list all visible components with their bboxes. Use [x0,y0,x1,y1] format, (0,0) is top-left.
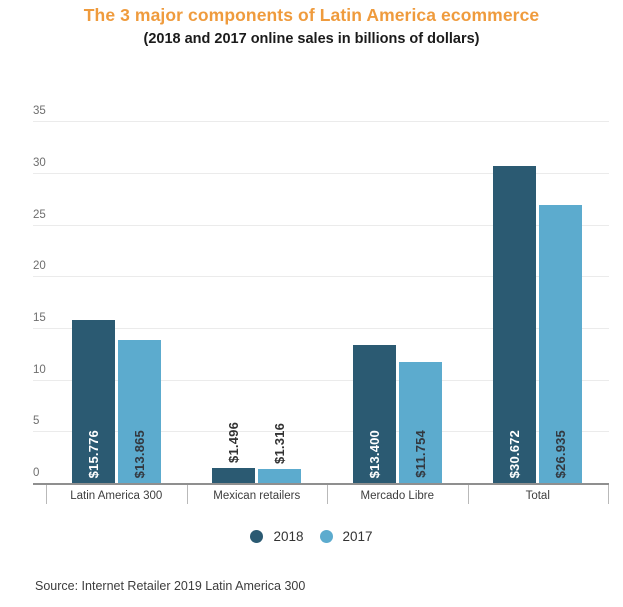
y-tick-label-30: 30 [33,157,46,170]
x-category-label-latin-america-300: Latin America 300 [70,490,163,502]
chart-title: The 3 major components of Latin America … [83,5,540,25]
gridline-35 [33,121,609,123]
y-tick-label-10: 10 [33,363,46,376]
bar-2017-latin-america-300: $13.865 [117,339,161,483]
bar-value-label-2017-total: $26.935 [553,429,569,478]
gridline-20 [33,276,609,278]
y-tick-label-20: 20 [33,260,46,273]
legend-label-2017: 2017 [342,529,373,544]
gridline-15 [33,328,609,330]
gridline-30 [33,173,609,175]
gridline-5 [33,431,609,433]
legend-marker-2017 [319,530,333,543]
y-tick-label-35: 35 [33,105,46,118]
bar-value-label-2017-mercado-libre: $11.754 [412,430,428,478]
bar-value-label-2018-mercado-libre: $13.400 [366,429,382,478]
bar-2018-mercado-libre: $13.400 [352,344,396,483]
y-tick-label-0: 0 [33,467,40,479]
x-category-label-mercado-libre: Mercado Libre [360,490,434,502]
x-axis-tick [467,485,469,504]
y-tick-label-25: 25 [33,208,46,221]
bar-value-label-2018-mexican-retailers: $1.496 [226,421,242,463]
chart-subtitle: (2018 and 2017 online sales in billions … [143,31,480,47]
y-tick-label-5: 5 [33,415,40,428]
x-axis-tick [186,485,188,504]
source-note: Source: Internet Retailer 2019 Latin Ame… [35,579,306,593]
gridline-25 [33,224,609,226]
x-category-label-total: Total [525,490,550,502]
bar-value-label-2018-total: $30.672 [507,429,523,478]
x-axis-tick [327,485,328,504]
bar-2018-latin-america-300: $15.776 [71,320,115,483]
x-axis-line [33,483,609,485]
legend-marker-2018 [250,530,264,543]
gridline-10 [33,379,609,381]
bar-value-label-wrap: $1.316 [238,423,321,464]
legend-label-2018: 2018 [273,529,304,544]
bar-value-label-2017-mexican-retailers: $1.316 [272,423,288,465]
x-axis-tick [46,485,47,504]
bar-value-label-wrap: $1.496 [192,422,275,463]
bar-value-label-2017-latin-america-300: $13.865 [131,429,147,478]
bar-2017-mercado-libre: $11.754 [398,361,442,483]
x-category-label-mexican-retailers: Mexican retailers [213,490,301,502]
legend-item-2018: 2018 [250,529,304,544]
bar-value-label-2018-latin-america-300: $15.776 [85,429,101,478]
legend: 2018 2017 [0,529,623,544]
bar-2017-mexican-retailers: $1.316 [258,423,302,483]
bar-2018-total: $30.672 [493,166,537,483]
x-axis-tick [608,485,609,504]
y-tick-label-15: 15 [33,312,46,325]
bar-2018-mexican-retailers: $1.496 [212,422,256,483]
legend-item-2017: 2017 [319,529,373,544]
bar-2017-total: $26.935 [539,204,583,483]
